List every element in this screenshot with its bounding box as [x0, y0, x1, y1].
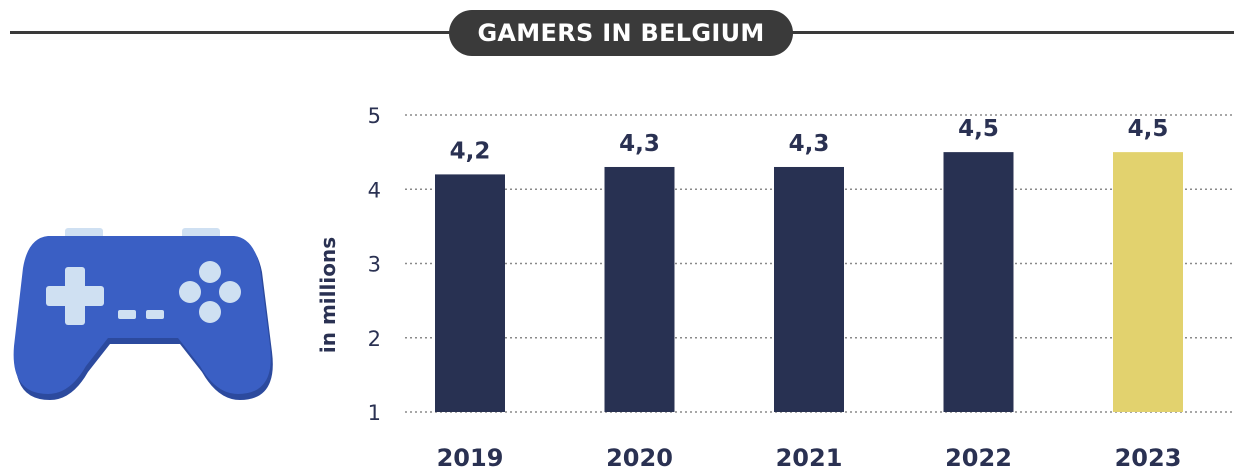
y-tick-label: 4 — [368, 178, 381, 202]
data-label-2021: 4,3 — [789, 131, 830, 157]
x-tick-label-2019: 2019 — [437, 444, 504, 470]
y-axis-label: in millions — [316, 237, 340, 353]
data-label-2020: 4,3 — [619, 131, 660, 157]
title-rule-left — [10, 31, 452, 34]
bar-2022 — [943, 152, 1014, 412]
gamepad-icon — [13, 228, 273, 400]
title-rule-right — [790, 31, 1234, 34]
x-tick-label-2020: 2020 — [606, 444, 673, 470]
y-tick-label: 2 — [368, 327, 381, 351]
x-tick-label-2021: 2021 — [776, 444, 843, 470]
bar-2020 — [604, 166, 675, 412]
bar-2021 — [774, 166, 844, 412]
bar-2023 — [1113, 152, 1183, 412]
y-tick-label: 1 — [368, 401, 381, 425]
chart-title: GAMERS IN BELGIUM — [449, 10, 793, 56]
bar-2019 — [435, 174, 505, 412]
data-label-2019: 4,2 — [450, 138, 491, 164]
x-tick-label-2023: 2023 — [1115, 444, 1182, 470]
data-label-2023: 4,5 — [1128, 116, 1169, 142]
y-tick-label: 3 — [368, 253, 381, 277]
x-tick-label-2022: 2022 — [945, 444, 1012, 470]
data-label-2022: 4,5 — [958, 116, 999, 142]
y-tick-label: 5 — [368, 104, 381, 128]
